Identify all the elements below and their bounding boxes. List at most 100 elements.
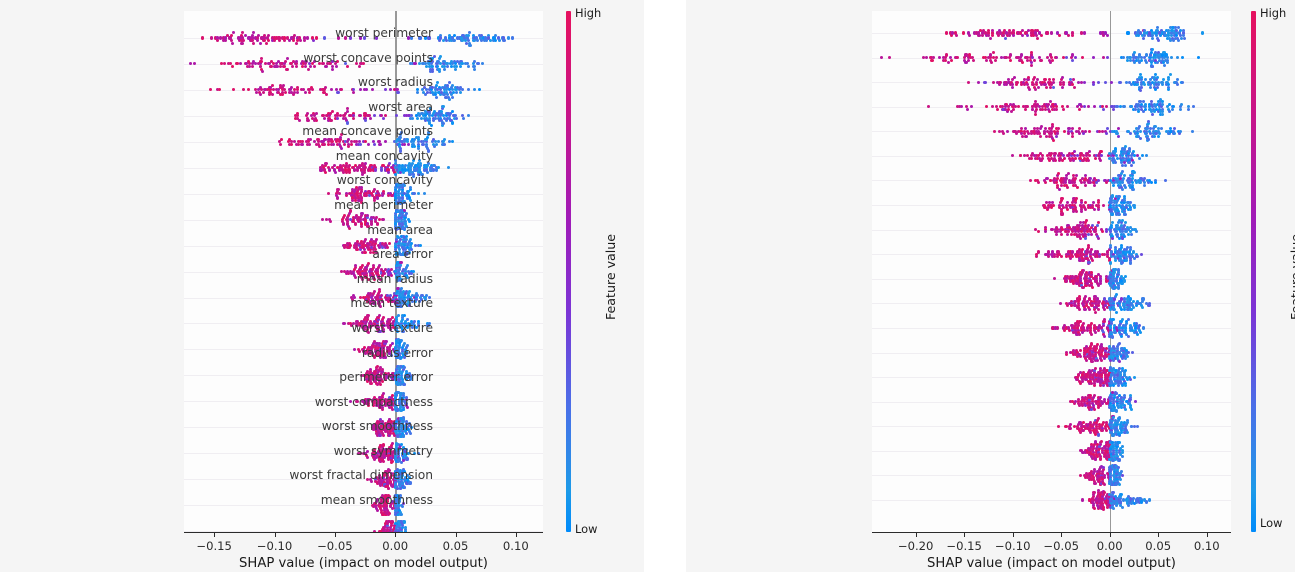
shap-point (314, 36, 318, 40)
shap-point (317, 142, 321, 146)
shap-point (338, 114, 342, 118)
shap-point (421, 88, 425, 92)
shap-point (451, 62, 455, 66)
shap-point (425, 116, 429, 120)
shap-point (435, 95, 439, 99)
shap-point (303, 39, 307, 43)
shap-point (363, 119, 367, 123)
shap-point (334, 64, 338, 69)
shap-point (330, 59, 334, 63)
shap-point (299, 62, 303, 66)
shap-point (230, 33, 234, 37)
shap-point (290, 62, 294, 66)
shap-point (358, 88, 362, 92)
shap-point (436, 59, 440, 63)
shap-point (296, 111, 300, 116)
shap-point (424, 62, 428, 66)
shap-point (285, 57, 289, 61)
shap-point (336, 90, 340, 94)
shap-point (428, 109, 432, 113)
shap-point (452, 64, 457, 69)
shap-point (448, 114, 452, 118)
shap-point (300, 140, 305, 144)
shap-point (247, 62, 251, 66)
shap-point (450, 121, 455, 125)
shap-point (467, 41, 471, 45)
shap-point (473, 39, 477, 43)
shap-point (396, 90, 400, 94)
shap-point (323, 85, 327, 90)
shap-point (209, 36, 213, 40)
x-tick-label: −0.15 (196, 539, 232, 553)
shap-point (285, 67, 289, 71)
shap-point (266, 33, 270, 37)
shap-point (479, 33, 483, 37)
shap-point (229, 36, 233, 40)
shap-point (357, 114, 361, 118)
shap-point (222, 39, 226, 43)
shap-point (259, 88, 263, 92)
left-colorbar-high-label: High (575, 6, 602, 20)
shap-point (459, 59, 463, 63)
shap-point (422, 90, 426, 94)
shap-point (230, 64, 234, 69)
shap-point (431, 114, 435, 118)
shap-point (476, 62, 480, 66)
shap-point (294, 142, 298, 146)
shap-point (293, 140, 297, 144)
shap-point (304, 59, 308, 63)
shap-point (423, 36, 428, 40)
shap-point (258, 90, 262, 94)
shap-point (270, 83, 274, 87)
shap-point (423, 111, 427, 116)
shap-point (449, 93, 453, 97)
shap-point (464, 33, 468, 37)
shap-point (290, 90, 294, 94)
shap-point (296, 39, 300, 43)
shap-point (428, 88, 432, 92)
shap-point (458, 88, 462, 92)
shap-point (363, 111, 367, 116)
shap-point (352, 88, 356, 92)
shap-point (437, 36, 441, 40)
shap-point (466, 33, 470, 37)
shap-point (444, 39, 448, 43)
shap-point (221, 36, 225, 40)
shap-point (433, 93, 438, 97)
shap-point (437, 57, 441, 61)
shap-point (393, 88, 397, 92)
shap-point (451, 88, 455, 92)
shap-point (304, 114, 308, 118)
shap-point (326, 116, 330, 120)
shap-point (292, 36, 296, 40)
shap-point (333, 116, 338, 120)
shap-point (337, 36, 341, 40)
shap-point (449, 119, 453, 123)
shap-point (481, 36, 485, 40)
x-tick-mark (334, 533, 337, 537)
shap-point (442, 114, 446, 118)
shap-point (472, 88, 476, 92)
shap-point (437, 90, 441, 94)
shap-point (440, 85, 444, 90)
shap-point (231, 31, 235, 35)
shap-point (311, 36, 315, 40)
shap-point (287, 88, 291, 92)
shap-point (323, 137, 327, 142)
shap-point (348, 114, 352, 118)
shap-point (463, 36, 467, 40)
shap-point (300, 59, 304, 63)
shap-point (264, 62, 268, 66)
shap-point (438, 54, 442, 58)
shap-point (288, 137, 292, 142)
shap-point (433, 85, 437, 90)
shap-point (438, 70, 442, 74)
shap-point (445, 62, 449, 66)
shap-point (345, 121, 349, 125)
shap-point (250, 39, 254, 43)
shap-point (443, 67, 447, 71)
shap-point (265, 36, 269, 40)
shap-point (460, 114, 464, 118)
shap-point (340, 88, 344, 92)
shap-point (453, 85, 457, 90)
